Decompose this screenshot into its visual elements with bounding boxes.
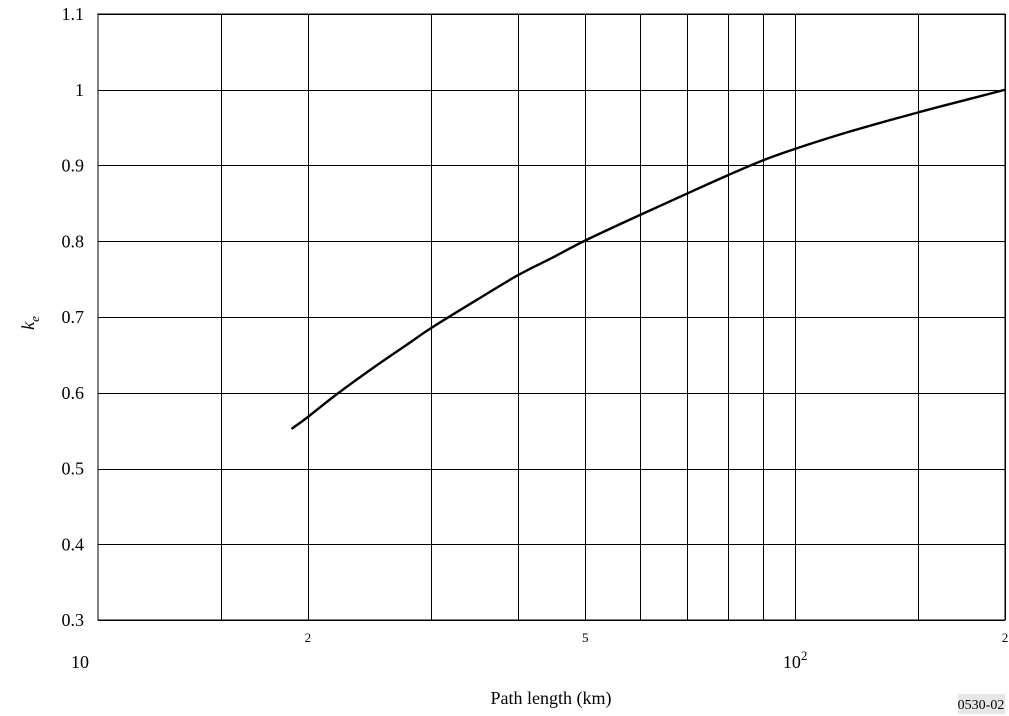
y-tick-labels: 0.3 0.4 0.5 0.6 0.7 0.8 0.9 1 1.1: [62, 4, 85, 630]
x-axis-title: Path length (km): [491, 688, 612, 709]
y-tick-label: 0.4: [62, 534, 85, 554]
figure-id-label: 0530-02: [958, 698, 1005, 713]
x-tick-label: 102: [783, 648, 808, 672]
grid-lines: [98, 14, 1006, 621]
y-axis-title-subscript: e: [27, 316, 42, 322]
y-tick-label: 0.8: [62, 231, 85, 251]
y-tick-label: 0.6: [62, 383, 85, 403]
y-axis-title-main: k: [18, 321, 38, 330]
y-tick-label: 0.5: [62, 459, 85, 479]
x-tick-label: 5: [582, 630, 589, 645]
y-tick-label: 0.7: [62, 307, 85, 327]
x-tick-label-base: 10: [71, 652, 89, 672]
x-tick-label-exponent: 2: [801, 648, 808, 663]
figure-id-box: [958, 694, 1005, 714]
y-tick-label: 0.3: [62, 610, 85, 630]
y-tick-label: 1: [75, 80, 84, 100]
x-tick-label-base: 10: [783, 652, 801, 672]
x-tick-label: 2: [1002, 630, 1009, 645]
y-axis-title: ke: [18, 316, 42, 330]
y-tick-label: 0.9: [62, 156, 85, 176]
x-tick-label: 10: [71, 652, 89, 672]
x-tick-label: 2: [305, 630, 312, 645]
series-line: [291, 88, 1007, 430]
plot-frame: [97, 13, 1006, 621]
y-tick-label: 1.1: [62, 4, 85, 24]
